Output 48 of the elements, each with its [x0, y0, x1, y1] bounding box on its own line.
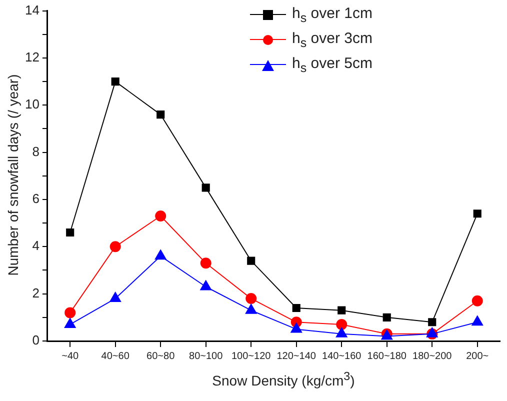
point: [292, 304, 300, 312]
x-tick-label: 100~120: [231, 350, 272, 362]
point: [64, 318, 76, 328]
x-tick-label: 80~100: [189, 350, 224, 362]
x-axis-title: Snow Density (kg/cm$^{3}$): [211, 370, 356, 389]
x-tick-label: 40~60: [101, 350, 130, 362]
x-tick-label: 120~140: [276, 350, 316, 362]
y-tick-label: 12: [24, 50, 40, 65]
legend-label: h$_{s}$ over 3cm: [292, 30, 372, 50]
y-tick-label: 4: [32, 238, 40, 254]
y-tick-label: 14: [24, 2, 40, 18]
point: [66, 228, 74, 237]
point: [200, 258, 212, 269]
point: [110, 241, 121, 252]
point: [336, 318, 348, 330]
point: [200, 280, 212, 290]
y-tick-label: 6: [32, 191, 40, 206]
point: [202, 184, 210, 192]
y-tick-label: 10: [24, 96, 40, 112]
y-tick-label: 8: [32, 144, 40, 159]
point: [155, 210, 166, 222]
point: [338, 306, 346, 314]
legend-label: h$_{s}$ over 1cm: [292, 4, 372, 24]
point: [64, 307, 76, 318]
x-tick-label: 60~80: [146, 350, 176, 362]
point: [473, 210, 482, 218]
y-tick-label: 2: [32, 285, 40, 300]
point: [111, 78, 120, 86]
point: [472, 316, 484, 326]
point: [472, 295, 483, 306]
point: [154, 250, 166, 260]
y-tick-label: 0: [32, 332, 40, 348]
point: [245, 304, 257, 314]
x-tick-label: 140~160: [322, 350, 362, 362]
y-axis-title: Number of snowfall days (/ year): [5, 74, 21, 276]
point: [290, 322, 302, 333]
point: [156, 110, 165, 119]
point: [247, 256, 256, 265]
point: [246, 293, 257, 304]
x-tick-label: 180~200: [412, 350, 452, 362]
x-tick-label: ~40: [62, 350, 80, 362]
point: [428, 318, 436, 326]
legend-label: h$_{s}$ over 5cm: [292, 54, 372, 74]
point: [382, 313, 391, 322]
point: [110, 292, 122, 302]
point: [336, 327, 348, 338]
x-tick-label: 200~: [466, 350, 489, 362]
x-tick-label: 160~180: [367, 350, 407, 362]
